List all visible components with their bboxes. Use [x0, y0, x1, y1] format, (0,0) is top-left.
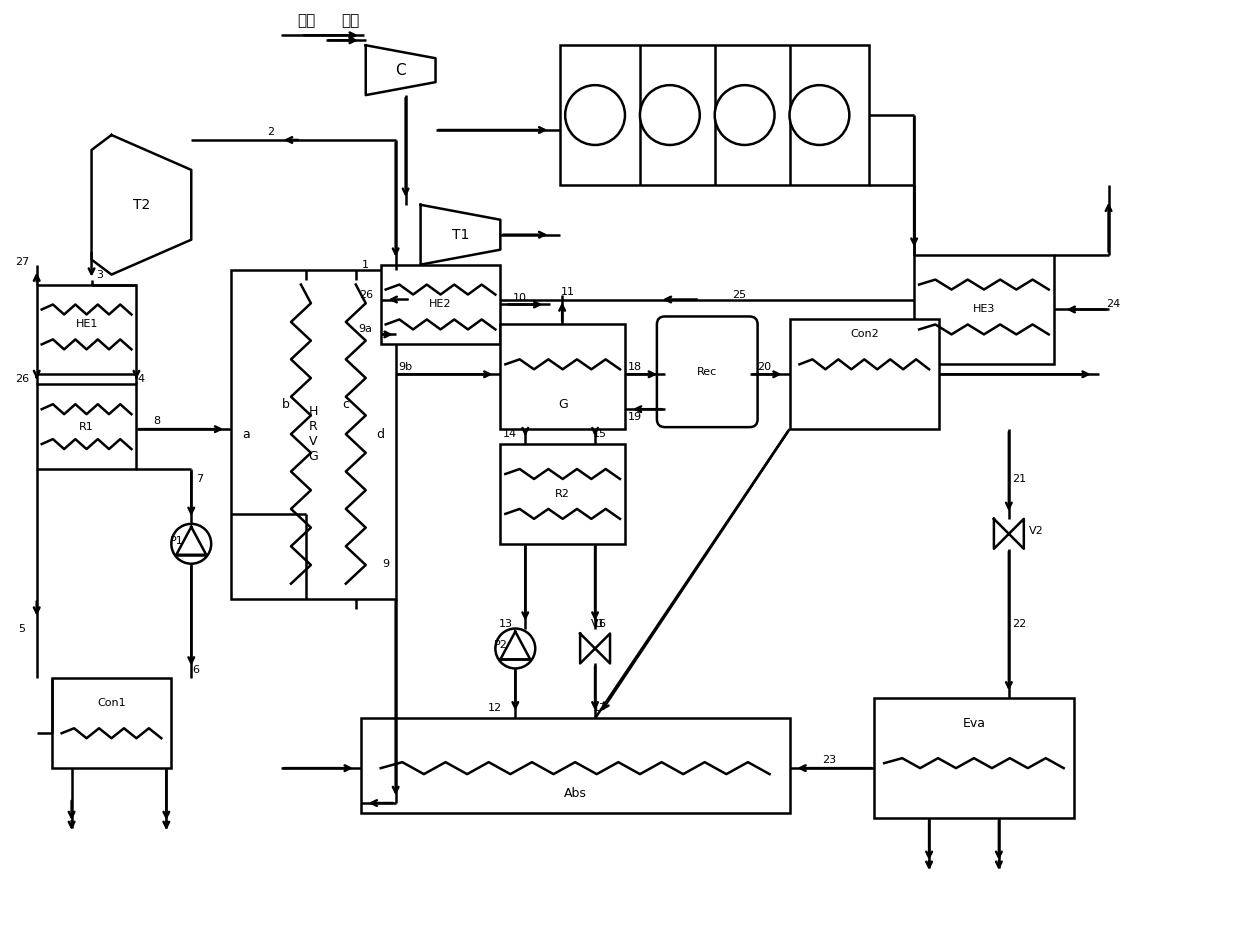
- Bar: [37, 285, 136, 374]
- Text: 6: 6: [192, 665, 200, 676]
- Bar: [381, 265, 501, 344]
- Circle shape: [640, 85, 699, 145]
- Text: 24: 24: [1106, 300, 1121, 309]
- Text: 21: 21: [1012, 474, 1025, 484]
- Text: 空气: 空气: [342, 13, 360, 28]
- Text: G: G: [558, 398, 568, 411]
- Text: 4: 4: [138, 374, 145, 384]
- Text: C: C: [396, 63, 405, 78]
- Text: HE1: HE1: [76, 320, 98, 329]
- Bar: [501, 444, 625, 544]
- Text: 13: 13: [498, 619, 512, 628]
- Bar: [914, 254, 1054, 364]
- Text: 2: 2: [268, 127, 274, 137]
- Text: 9: 9: [382, 559, 389, 568]
- Polygon shape: [366, 46, 435, 95]
- Circle shape: [714, 85, 775, 145]
- Text: P2: P2: [494, 641, 507, 650]
- Text: 17: 17: [593, 703, 608, 714]
- Text: 11: 11: [562, 287, 575, 296]
- Text: T2: T2: [133, 197, 150, 212]
- Text: 19: 19: [627, 412, 642, 422]
- Text: V1: V1: [590, 619, 605, 628]
- Circle shape: [171, 524, 211, 564]
- Text: 25: 25: [733, 289, 746, 300]
- Text: R2: R2: [556, 489, 570, 499]
- Text: 20: 20: [758, 363, 771, 372]
- Bar: [52, 679, 171, 768]
- Text: 10: 10: [513, 292, 527, 303]
- Text: 3: 3: [95, 270, 103, 280]
- Text: d: d: [377, 428, 384, 440]
- Text: 14: 14: [503, 429, 517, 439]
- Text: a: a: [242, 428, 250, 440]
- Bar: [231, 270, 396, 599]
- Text: 22: 22: [1012, 619, 1025, 628]
- Bar: [790, 320, 939, 429]
- Text: 7: 7: [196, 474, 203, 484]
- Circle shape: [565, 85, 625, 145]
- Text: 15: 15: [593, 429, 608, 439]
- Text: T1: T1: [451, 228, 469, 242]
- Text: 8: 8: [153, 417, 160, 426]
- Text: 5: 5: [19, 623, 25, 634]
- Text: 26: 26: [358, 289, 373, 300]
- Polygon shape: [92, 135, 191, 274]
- Text: 18: 18: [627, 363, 642, 372]
- Bar: [874, 698, 1074, 818]
- Bar: [361, 718, 790, 813]
- Text: Abs: Abs: [564, 787, 587, 800]
- Text: 12: 12: [489, 703, 502, 714]
- Text: 空气: 空气: [296, 13, 315, 28]
- Text: Con2: Con2: [849, 329, 879, 340]
- Text: H
R
V
G: H R V G: [309, 405, 319, 463]
- Text: 23: 23: [822, 755, 837, 765]
- Circle shape: [790, 85, 849, 145]
- Text: b: b: [281, 398, 290, 411]
- Bar: [501, 325, 625, 429]
- Text: c: c: [342, 398, 350, 411]
- Text: HE2: HE2: [429, 300, 451, 309]
- Circle shape: [495, 628, 536, 668]
- Text: 9b: 9b: [398, 363, 413, 372]
- FancyBboxPatch shape: [657, 316, 758, 427]
- Bar: [560, 46, 869, 185]
- Polygon shape: [420, 205, 501, 265]
- Text: 9a: 9a: [358, 325, 373, 334]
- Text: Eva: Eva: [962, 716, 986, 730]
- Text: Rec: Rec: [697, 367, 718, 377]
- Text: 26: 26: [15, 374, 29, 384]
- Text: P1: P1: [170, 536, 184, 546]
- Text: Con1: Con1: [97, 698, 125, 708]
- Text: 16: 16: [593, 619, 608, 628]
- Text: 27: 27: [15, 256, 29, 267]
- Text: V2: V2: [1029, 526, 1044, 536]
- Text: R1: R1: [79, 422, 94, 432]
- Text: 1: 1: [362, 260, 370, 270]
- Bar: [37, 384, 136, 469]
- Text: HE3: HE3: [972, 305, 996, 314]
